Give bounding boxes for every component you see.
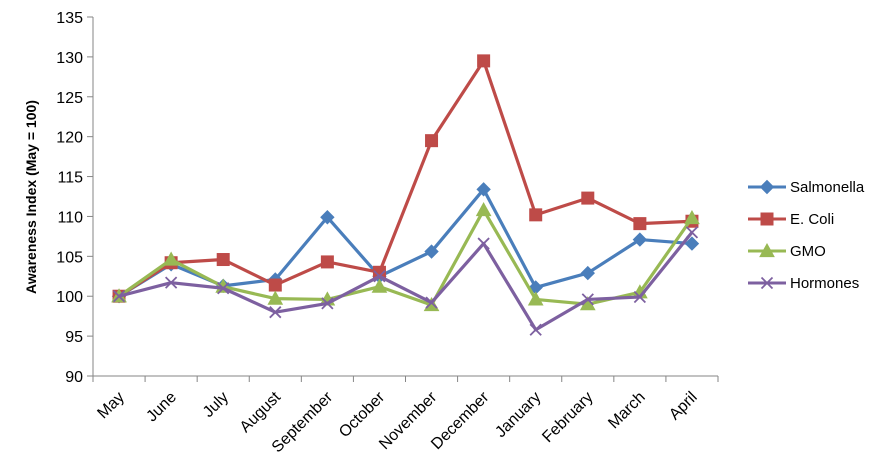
y-axis-label: Awareness Index (May = 100): [23, 100, 39, 294]
x-tick-label: May: [94, 389, 127, 422]
point-salmonella: [632, 232, 648, 247]
point-e-coli: [268, 278, 282, 292]
point-e-coli: [477, 54, 491, 68]
point-salmonella: [476, 182, 491, 197]
point-hormones: [685, 226, 699, 239]
point-salmonella: [580, 265, 595, 281]
point-hormones: [425, 296, 438, 309]
x-tick-label: March: [605, 389, 648, 432]
point-salmonella: [320, 210, 335, 225]
point-gmo: [684, 210, 700, 225]
x-tick-label: October: [336, 388, 389, 441]
marker-stroke: [112, 290, 126, 303]
y-tick-label: 120: [56, 130, 83, 147]
legend-marker: [760, 276, 774, 290]
legend-label: Salmonella: [790, 179, 865, 196]
point-e-coli: [320, 255, 334, 269]
point-hormones: [269, 306, 282, 319]
point-e-coli: [216, 253, 230, 267]
point-e-coli: [529, 208, 543, 222]
x-tick-label: August: [237, 388, 285, 436]
legend-label: E. Coli: [790, 211, 834, 228]
legend-item-salmonella: Salmonella: [748, 179, 865, 196]
point-e-coli: [633, 217, 647, 231]
point-hormones: [112, 290, 126, 303]
legend-label: Hormones: [790, 275, 859, 292]
x-tick-label: April: [666, 389, 701, 424]
point-e-coli: [581, 191, 595, 205]
point-gmo: [267, 290, 284, 305]
point-hormones: [477, 237, 490, 250]
legend-marker: [759, 179, 775, 195]
marker-stroke: [529, 323, 542, 336]
y-tick-label: 115: [57, 170, 83, 187]
x-tick-label: December: [428, 388, 493, 453]
series-hormones: [112, 226, 699, 336]
series-line-e-coli: [118, 59, 693, 298]
y-tick-label: 135: [56, 10, 83, 27]
point-gmo: [423, 296, 440, 312]
point-hormones: [164, 276, 178, 289]
legend-marker: [759, 242, 775, 258]
legend: Salmonella E. Coli GMO Hormones: [748, 179, 865, 292]
legend-item-hormones: Hormones: [748, 275, 859, 292]
x-tick-label: January: [492, 389, 544, 441]
point-gmo: [371, 278, 388, 293]
point-gmo: [475, 202, 492, 217]
point-hormones: [373, 270, 386, 283]
point-e-coli: [425, 134, 439, 148]
series-line-gmo: [118, 208, 694, 307]
point-hormones: [529, 323, 542, 336]
marker-stroke: [685, 226, 699, 239]
marker-stroke: [760, 276, 774, 290]
x-tick-label: June: [143, 389, 180, 426]
y-tick-label: 110: [57, 209, 83, 226]
point-hormones: [321, 297, 334, 310]
legend-item-e-coli: E. Coli: [748, 211, 834, 228]
x-tick-label: July: [200, 389, 232, 421]
y-tick-label: 95: [65, 329, 83, 346]
marker-stroke: [373, 270, 386, 283]
point-salmonella: [424, 244, 439, 259]
legend-marker: [760, 212, 774, 226]
series-layer: [111, 54, 700, 336]
marker-stroke: [425, 296, 438, 309]
point-hormones: [217, 282, 230, 295]
marker-stroke: [217, 282, 230, 295]
point-gmo: [527, 291, 544, 306]
marker-stroke: [581, 293, 594, 306]
marker-stroke: [269, 306, 282, 319]
legend-item-gmo: GMO: [748, 242, 826, 260]
y-tick-label: 130: [56, 50, 83, 67]
point-e-coli: [372, 265, 386, 279]
y-tick-label: 100: [56, 289, 83, 306]
marker-stroke: [477, 237, 490, 250]
point-gmo: [163, 251, 179, 266]
y-tick-label: 90: [65, 369, 83, 386]
point-hormones: [581, 293, 594, 306]
marker-stroke: [164, 276, 178, 289]
legend-label: GMO: [790, 243, 826, 260]
y-tick-label: 105: [56, 249, 83, 266]
x-tick-label: February: [539, 389, 596, 446]
marker-stroke: [633, 290, 647, 304]
point-hormones: [633, 290, 647, 304]
marker-stroke: [321, 297, 334, 310]
y-tick-label: 125: [56, 90, 83, 107]
series-line-hormones: [118, 231, 694, 332]
point-salmonella: [684, 236, 700, 251]
